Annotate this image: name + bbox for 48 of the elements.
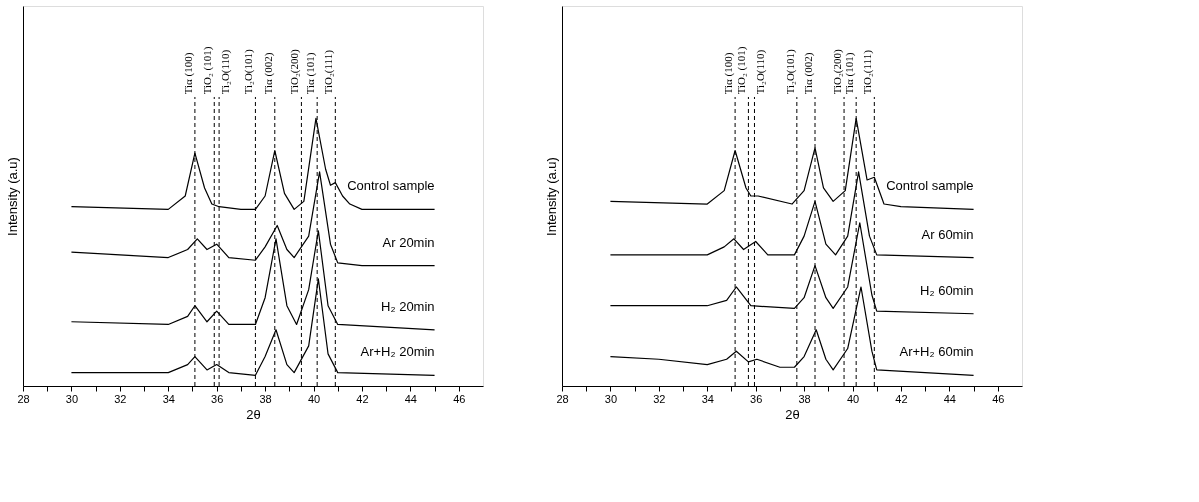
x-tick-label: 40 <box>307 392 321 405</box>
ref-line-label: TiO₂(200) <box>831 48 845 95</box>
x-tick-label: 34 <box>162 392 175 405</box>
x-tick-label: 32 <box>653 392 666 405</box>
x-tick-label: 44 <box>404 392 417 405</box>
x-tick-label: 34 <box>701 392 714 405</box>
x-axis-title: 2θ <box>785 406 800 422</box>
x-tick-label: 28 <box>17 392 30 405</box>
x-tick-label: 36 <box>211 392 224 405</box>
ref-line-label: Tiα (101) <box>304 52 318 95</box>
x-tick-label: 32 <box>114 392 127 405</box>
x-tick-label: 36 <box>750 392 763 405</box>
ref-line-label: Tiα (002) <box>802 52 815 95</box>
x-tick-label: 38 <box>259 392 272 405</box>
ref-line-label: Tiα (002) <box>261 52 275 95</box>
x-tick-label: 42 <box>356 392 369 405</box>
series-label: Ar 20min <box>382 234 435 250</box>
x-tick-label: 38 <box>798 392 811 405</box>
series-label: Control sample <box>886 178 974 194</box>
series-label: H₂ 20min <box>381 298 435 314</box>
ref-line-label: Tiα (101) <box>843 52 857 95</box>
ref-line-label: TiO₂(200) <box>288 48 302 95</box>
series-label: Control sample <box>347 178 435 194</box>
ref-line-label: Ti₂O(110) <box>219 49 233 95</box>
series-label: Ar+H₂ 60min <box>899 344 974 360</box>
x-tick-label: 42 <box>895 392 908 405</box>
x-tick-label: 40 <box>846 392 860 405</box>
x-tick-label: 30 <box>604 392 618 405</box>
ref-line-label: TiO₂ (101) <box>201 46 215 95</box>
x-tick-label: 28 <box>556 392 569 405</box>
y-axis-title: Intensity (a.u) <box>543 157 559 236</box>
ref-line-label: Ti₂O(110) <box>754 49 768 95</box>
x-tick-label: 30 <box>65 392 79 405</box>
ref-line-label: TiO₂(111) <box>322 49 336 95</box>
ref-line-label: Tiα (100) <box>181 52 195 95</box>
series-label: H₂ 60min <box>920 282 974 298</box>
x-axis-title: 2θ <box>246 406 261 422</box>
ref-line-label: TiO₂ (101) <box>735 46 749 95</box>
ref-line-label: Tiα (100) <box>722 52 736 95</box>
x-tick-label: 44 <box>943 392 956 405</box>
series-label: Ar 60min <box>921 226 974 242</box>
series-label: Ar+H₂ 20min <box>360 344 435 360</box>
ref-line-label: TiO₂(111) <box>861 49 875 95</box>
ref-line-label: Ti₂O(101) <box>242 48 256 95</box>
y-axis-title: Intensity (a.u) <box>4 157 20 236</box>
x-tick-label: 46 <box>453 392 466 405</box>
x-tick-label: 46 <box>992 392 1005 405</box>
ref-line-label: Ti₂O(101) <box>783 48 797 95</box>
